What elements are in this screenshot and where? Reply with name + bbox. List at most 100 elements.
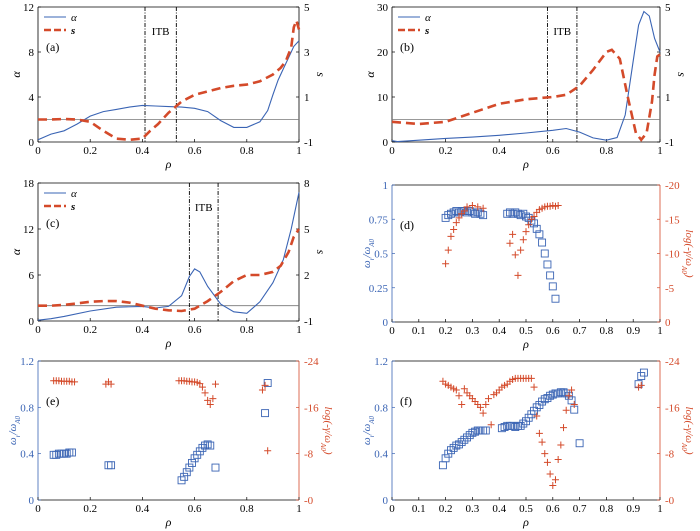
- x-tick-label: 0.4: [492, 503, 506, 515]
- marker-square: [441, 454, 450, 463]
- marker-plus: [511, 251, 519, 259]
- marker-square: [497, 424, 506, 433]
- marker-plus: [530, 213, 538, 221]
- x-tick-label: 0.6: [188, 324, 202, 336]
- marker-square: [457, 438, 466, 447]
- marker-plus: [522, 228, 530, 236]
- right-y-tick-label: 5: [304, 224, 310, 236]
- left-y-tick-label: 18: [23, 178, 35, 190]
- x-tick-label: 0.8: [240, 145, 254, 157]
- marker-square: [182, 468, 191, 477]
- marker-plus: [554, 455, 562, 463]
- marker-plus: [468, 202, 476, 210]
- left-y-tick-label: 0: [29, 495, 35, 507]
- series-alpha-line: [391, 10, 661, 143]
- x-tick-label: 0.4: [492, 145, 506, 157]
- legend-alpha-label: α: [71, 188, 77, 200]
- marker-square: [532, 403, 541, 412]
- x-tick-label: 0.6: [546, 503, 560, 515]
- left-y-tick-label: 10: [377, 92, 389, 104]
- right-y-tick-label: -8: [304, 449, 314, 461]
- marker-plus: [517, 246, 525, 254]
- left-y-tick-label: 0.5: [374, 249, 388, 261]
- marker-plus: [637, 381, 645, 389]
- x-tick-label: 0.8: [600, 145, 614, 157]
- marker-plus: [543, 458, 551, 466]
- marker-plus: [484, 395, 492, 403]
- series-s-line: [38, 16, 301, 142]
- marker-plus: [261, 381, 269, 389]
- right-y-tick-label: -8: [665, 449, 675, 461]
- marker-plus: [546, 470, 554, 478]
- marker-plus: [198, 383, 206, 391]
- x-tick-label: 0.3: [466, 503, 480, 515]
- marker-plus: [535, 429, 543, 437]
- legend: αs: [44, 188, 77, 213]
- x-tick-label: 0.6: [188, 145, 202, 157]
- left-y-tick-label: 1.2: [374, 356, 388, 368]
- marker-square: [481, 426, 490, 435]
- right-y-tick-label: -16: [665, 402, 680, 414]
- marker-plus: [509, 230, 517, 238]
- marker-square: [511, 423, 520, 431]
- left-y-axis-label: ωr/ωA0: [361, 238, 376, 268]
- marker-square: [503, 209, 512, 218]
- legend: αs: [44, 12, 77, 37]
- x-tick-label: 0: [389, 503, 395, 515]
- right-y-tick-label: -0: [665, 495, 675, 507]
- marker-square: [548, 282, 557, 291]
- right-y-tick-label: 3: [665, 47, 671, 59]
- marker-square: [479, 426, 488, 435]
- panel-label: (a): [46, 40, 59, 54]
- x-axis-label: ρ: [165, 336, 172, 350]
- legend-alpha-label: α: [71, 12, 77, 24]
- panel-label: (e): [46, 394, 59, 408]
- marker-square: [449, 208, 458, 217]
- marker-plus: [533, 412, 541, 420]
- marker-square: [575, 439, 584, 448]
- marker-square: [52, 450, 61, 459]
- marker-square: [508, 209, 517, 218]
- marker-square: [567, 396, 576, 405]
- marker-square: [62, 449, 71, 458]
- x-axis-label: ρ: [165, 157, 172, 171]
- left-y-tick-label: 4: [29, 92, 35, 104]
- marker-plus: [525, 221, 533, 229]
- marker-plus: [211, 380, 219, 388]
- marker-plus: [551, 476, 559, 484]
- left-y-tick-label: 12: [23, 224, 34, 236]
- marker-square: [471, 209, 480, 218]
- marker-square: [522, 212, 530, 221]
- right-y-tick-label: -15: [665, 214, 680, 226]
- marker-plus: [455, 214, 463, 222]
- right-y-tick-label: -24: [665, 356, 680, 368]
- marker-plus: [206, 400, 214, 408]
- marker-square: [468, 428, 477, 437]
- left-y-tick-label: 0.8: [20, 402, 34, 414]
- x-axis-label: ρ: [522, 337, 529, 351]
- marker-plus: [530, 383, 538, 391]
- left-y-axis-label: α: [9, 71, 23, 78]
- panel-label: (c): [46, 216, 59, 230]
- marker-plus: [568, 386, 576, 394]
- right-y-tick-label: 8: [304, 178, 310, 190]
- right-y-tick-label: 0: [665, 317, 671, 329]
- marker-square: [203, 440, 212, 449]
- x-tick-label: 0.6: [188, 503, 202, 515]
- x-tick-label: 0.4: [492, 325, 506, 337]
- marker-plus: [527, 374, 535, 382]
- marker-plus: [538, 438, 546, 446]
- right-y-axis-label: log(-γ/ωA0): [680, 230, 695, 278]
- marker-plus: [560, 424, 568, 432]
- marker-square: [538, 238, 547, 247]
- left-y-tick-label: 30: [377, 2, 389, 14]
- marker-plus: [479, 204, 487, 212]
- series-alpha-line: [37, 192, 300, 321]
- left-y-tick-label: 20: [377, 47, 389, 59]
- x-tick-label: 0.6: [546, 325, 560, 337]
- marker-square: [211, 463, 220, 472]
- marker-square: [519, 209, 528, 218]
